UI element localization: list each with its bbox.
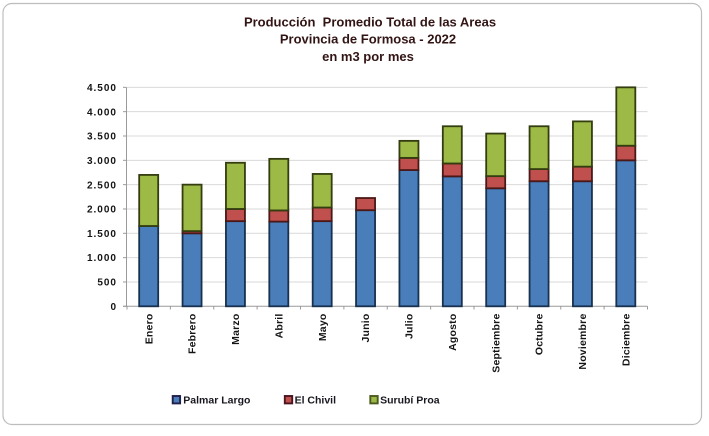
svg-text:Agosto: Agosto <box>447 314 459 351</box>
svg-text:Surubí Proa: Surubí Proa <box>380 394 440 406</box>
svg-text:4.500: 4.500 <box>87 83 117 94</box>
svg-text:2.000: 2.000 <box>87 205 117 216</box>
svg-text:Octubre: Octubre <box>534 314 546 356</box>
svg-text:Provincia de Formosa - 2022: Provincia de Formosa - 2022 <box>280 32 456 47</box>
svg-text:Enero: Enero <box>143 314 155 345</box>
svg-text:1.000: 1.000 <box>87 253 117 264</box>
svg-text:0: 0 <box>110 302 117 313</box>
svg-text:1.500: 1.500 <box>87 229 117 240</box>
svg-text:Diciembre: Diciembre <box>620 314 632 367</box>
svg-text:Abril: Abril <box>273 314 285 339</box>
svg-text:Producción Promedio Total de: Producción Promedio Total de las Areas <box>244 14 496 29</box>
svg-text:Febrero: Febrero <box>187 314 199 355</box>
svg-text:Mayo: Mayo <box>317 314 329 342</box>
svg-text:Noviembre: Noviembre <box>577 314 589 370</box>
svg-text:Junio: Junio <box>360 314 372 343</box>
svg-text:en m3 por mes: en m3 por mes <box>322 49 414 64</box>
svg-text:500: 500 <box>97 278 117 289</box>
svg-text:4.000: 4.000 <box>87 107 117 118</box>
svg-text:3.000: 3.000 <box>87 156 117 167</box>
svg-text:3.500: 3.500 <box>87 132 117 143</box>
svg-text:Palmar Largo: Palmar Largo <box>183 394 250 406</box>
svg-text:El Chivil: El Chivil <box>295 394 337 406</box>
svg-text:2.500: 2.500 <box>87 180 117 191</box>
svg-text:Septiembre: Septiembre <box>490 314 502 373</box>
svg-text:Julio: Julio <box>404 314 416 340</box>
svg-text:Marzo: Marzo <box>230 314 242 345</box>
